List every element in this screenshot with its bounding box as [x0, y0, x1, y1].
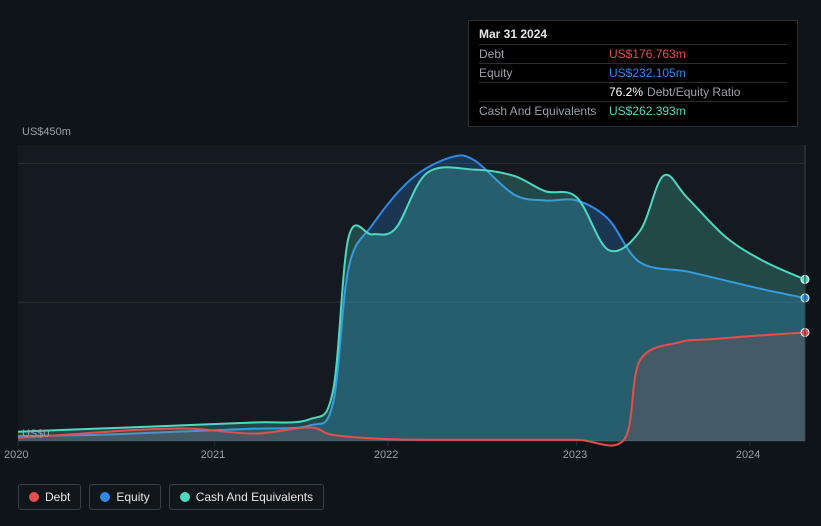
legend-item-debt[interactable]: Debt [18, 484, 81, 510]
legend-label: Debt [45, 490, 70, 504]
tooltip-label: Cash And Equivalents [479, 104, 609, 118]
tooltip-value: US$232.105m [609, 66, 686, 80]
legend-dot-icon [100, 492, 110, 502]
y-axis-label-bottom: US$0 [22, 428, 50, 440]
tooltip-value: 76.2% [609, 85, 643, 99]
x-axis-tick-label: 2024 [736, 449, 760, 461]
tooltip-value: US$176.763m [609, 47, 686, 61]
tooltip-label [479, 85, 609, 99]
tooltip-date: Mar 31 2024 [479, 27, 787, 45]
legend-label: Cash And Equivalents [196, 490, 313, 504]
chart-legend: Debt Equity Cash And Equivalents [18, 484, 324, 510]
tooltip-label: Equity [479, 66, 609, 80]
x-axis-tick-label: 2022 [374, 449, 398, 461]
tooltip-row: 76.2% Debt/Equity Ratio [479, 83, 787, 102]
x-axis-tick-label: 2023 [563, 449, 587, 461]
x-axis-tick-label: 2021 [201, 449, 225, 461]
legend-dot-icon [29, 492, 39, 502]
tooltip-value: US$262.393m [609, 104, 686, 118]
legend-dot-icon [180, 492, 190, 502]
legend-item-cash-and-equivalents[interactable]: Cash And Equivalents [169, 484, 324, 510]
tooltip-row: Cash And EquivalentsUS$262.393m [479, 102, 787, 120]
financial-chart: US$450m US$0 2020 2021 2022 2023 2024 Mar 31… [0, 0, 821, 526]
tooltip-row: DebtUS$176.763m [479, 45, 787, 64]
chart-tooltip: Mar 31 2024 DebtUS$176.763mEquityUS$232.… [468, 20, 798, 127]
legend-label: Equity [116, 490, 149, 504]
y-axis-label-top: US$450m [22, 126, 71, 138]
tooltip-row: EquityUS$232.105m [479, 64, 787, 83]
legend-item-equity[interactable]: Equity [89, 484, 160, 510]
tooltip-suffix: Debt/Equity Ratio [647, 85, 740, 99]
x-axis-tick-label: 2020 [4, 449, 28, 461]
tooltip-label: Debt [479, 47, 609, 61]
